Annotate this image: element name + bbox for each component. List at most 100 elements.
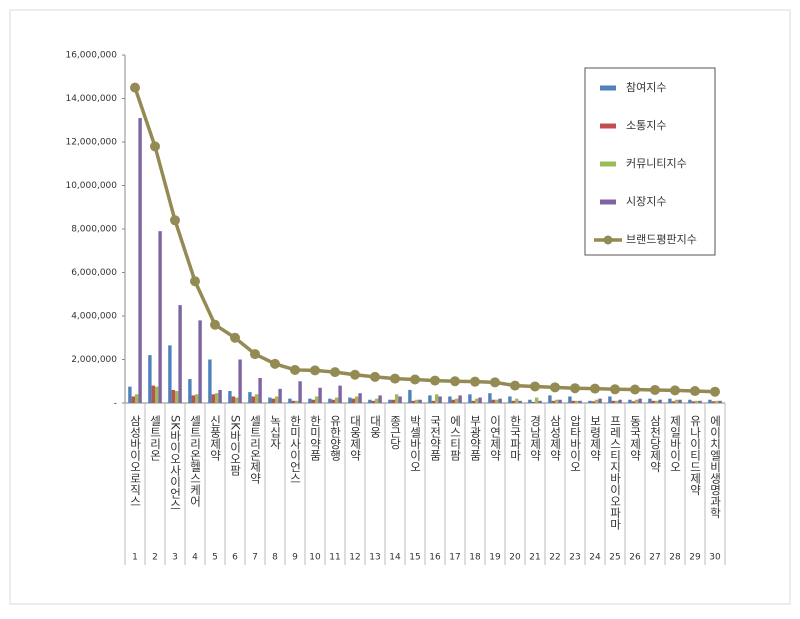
rank-label: 21 xyxy=(529,553,540,563)
bar xyxy=(188,379,192,403)
bar xyxy=(375,398,379,403)
bar xyxy=(578,400,582,403)
bar xyxy=(648,398,652,403)
bar xyxy=(338,385,342,403)
bar xyxy=(175,391,179,403)
bar xyxy=(558,399,562,403)
bar xyxy=(538,400,542,403)
bar xyxy=(191,395,195,403)
line-marker xyxy=(550,382,560,393)
line-marker xyxy=(470,376,480,387)
bar xyxy=(435,394,439,403)
legend-label: 커뮤니티지수 xyxy=(626,157,687,170)
line-marker xyxy=(190,276,200,287)
bar xyxy=(271,398,275,403)
bar xyxy=(708,399,712,403)
x-tick-label: 보령제약 xyxy=(589,415,603,462)
line-marker xyxy=(210,319,220,330)
bar xyxy=(438,396,442,403)
line-marker xyxy=(130,82,140,93)
y-tick-label: 8,000,000 xyxy=(71,225,117,235)
bar xyxy=(675,399,679,403)
bar xyxy=(548,395,552,403)
x-tick-label: 한미약품 xyxy=(309,415,323,461)
bar xyxy=(235,397,239,403)
rank-label: 3 xyxy=(172,553,178,563)
bar xyxy=(628,399,632,403)
bar xyxy=(695,400,699,403)
line-marker xyxy=(370,371,380,382)
x-tick-label: 부광약품 xyxy=(469,415,483,461)
bar xyxy=(668,398,672,403)
bar xyxy=(531,401,535,403)
line-marker xyxy=(170,215,180,226)
bar xyxy=(588,400,592,403)
bar xyxy=(495,399,499,403)
bar xyxy=(168,345,172,403)
rank-label: 29 xyxy=(689,553,701,563)
bar xyxy=(718,400,722,403)
line-marker xyxy=(510,380,520,391)
line-marker xyxy=(410,374,420,385)
rank-label: 14 xyxy=(389,553,401,563)
bar xyxy=(691,401,695,403)
line-marker xyxy=(150,141,160,152)
x-tick-label: 에스티팜 xyxy=(449,415,463,461)
bar xyxy=(138,118,142,403)
bar xyxy=(171,389,175,403)
rank-label: 23 xyxy=(569,553,580,563)
rank-label: 15 xyxy=(409,553,420,563)
bar xyxy=(491,399,495,403)
bar xyxy=(255,394,259,403)
line-marker xyxy=(270,358,280,369)
legend-label: 시장지수 xyxy=(626,195,666,208)
line-marker xyxy=(650,384,660,395)
line-marker xyxy=(630,384,640,395)
y-tick-label: 12,000,000 xyxy=(65,138,117,148)
bar xyxy=(128,386,132,403)
bar xyxy=(195,394,199,403)
x-tick-label: 삼천당제약 xyxy=(649,415,663,473)
x-tick-label: 국전약품 xyxy=(429,415,443,461)
x-tick-label: SK바이오팜 xyxy=(229,415,243,476)
bar xyxy=(131,396,135,403)
rank-label: 13 xyxy=(369,553,380,563)
bar xyxy=(478,397,482,403)
bar xyxy=(208,359,212,403)
bar xyxy=(158,231,162,403)
line-marker xyxy=(710,386,720,397)
bar xyxy=(608,396,612,403)
rank-label: 18 xyxy=(469,553,481,563)
rank-label: 26 xyxy=(629,553,641,563)
line-marker xyxy=(570,383,580,394)
bar xyxy=(715,400,719,403)
x-tick-label: 삼성제약 xyxy=(549,415,563,462)
rank-label: 30 xyxy=(709,553,721,563)
legend-swatch xyxy=(600,161,616,167)
bar xyxy=(238,359,242,403)
bar xyxy=(371,400,375,403)
bar xyxy=(198,320,202,403)
rank-label: 8 xyxy=(272,553,278,563)
x-tick-label: 박셀바이오 xyxy=(409,415,423,473)
bar xyxy=(275,396,279,403)
bar xyxy=(135,394,139,403)
line-marker xyxy=(390,373,400,384)
bar xyxy=(151,385,155,403)
bar xyxy=(618,399,622,403)
x-tick-label: 동국제약 xyxy=(629,415,643,462)
rank-label: 25 xyxy=(609,553,620,563)
line-marker xyxy=(250,349,260,360)
bar xyxy=(398,396,402,403)
rank-label: 11 xyxy=(329,553,340,563)
x-tick-label: 이연제약 xyxy=(489,415,503,462)
bar xyxy=(658,399,662,403)
x-tick-label: 신풍제약 xyxy=(209,415,223,462)
bar xyxy=(468,394,472,403)
bar xyxy=(298,381,302,403)
bar xyxy=(458,395,462,403)
bar xyxy=(615,400,619,403)
bar xyxy=(498,398,502,403)
bar xyxy=(551,400,555,403)
